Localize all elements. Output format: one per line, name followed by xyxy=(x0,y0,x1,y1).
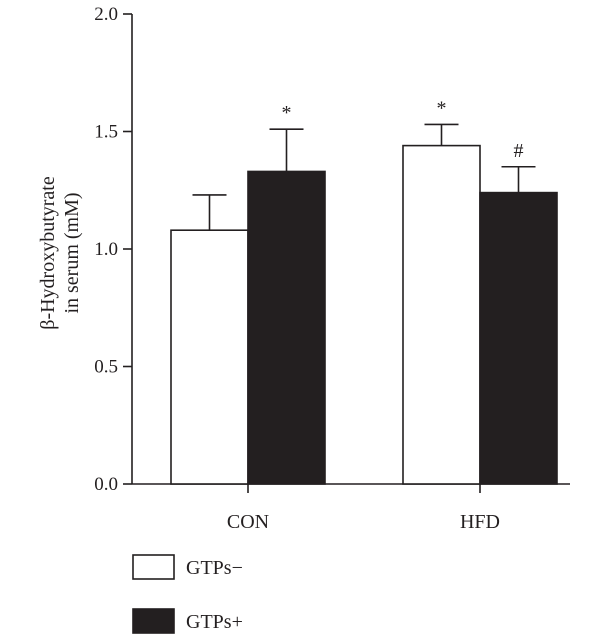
legend-swatch-gtps-plus xyxy=(132,608,175,634)
significance-marker: * xyxy=(437,97,447,119)
y-axis-title-line1: β-Hydroxybutyrate xyxy=(37,176,59,330)
bar-gtps-minus xyxy=(402,144,481,485)
legend-label: GTPs+ xyxy=(186,611,243,633)
y-tick-label: 0.0 xyxy=(94,474,118,495)
legend-swatch-gtps-minus xyxy=(132,554,175,580)
x-tick-label: HFD xyxy=(460,511,500,533)
bars: * * # xyxy=(170,97,558,485)
bar-gtps-minus xyxy=(170,229,249,485)
legend: GTPs− GTPs+ xyxy=(132,554,243,634)
legend-label: GTPs− xyxy=(186,557,243,579)
y-tick-label: 1.0 xyxy=(94,239,118,260)
significance-marker: * xyxy=(282,102,292,124)
y-tick-label: 0.5 xyxy=(94,357,118,378)
y-axis-title-line2: in serum (mM) xyxy=(61,192,83,313)
y-axis: 0.0 0.5 1.0 1.5 2.0 xyxy=(94,4,133,495)
significance-marker: # xyxy=(514,140,524,162)
bar-gtps-plus xyxy=(479,191,558,485)
axis-labels: β-Hydroxybutyrate in serum (mM) xyxy=(37,176,83,330)
bar-gtps-plus xyxy=(247,170,326,485)
x-axis: CON HFD xyxy=(132,483,570,533)
y-tick-label: 1.5 xyxy=(94,122,118,143)
y-tick-label: 2.0 xyxy=(94,4,118,25)
x-tick-label: CON xyxy=(227,511,269,533)
